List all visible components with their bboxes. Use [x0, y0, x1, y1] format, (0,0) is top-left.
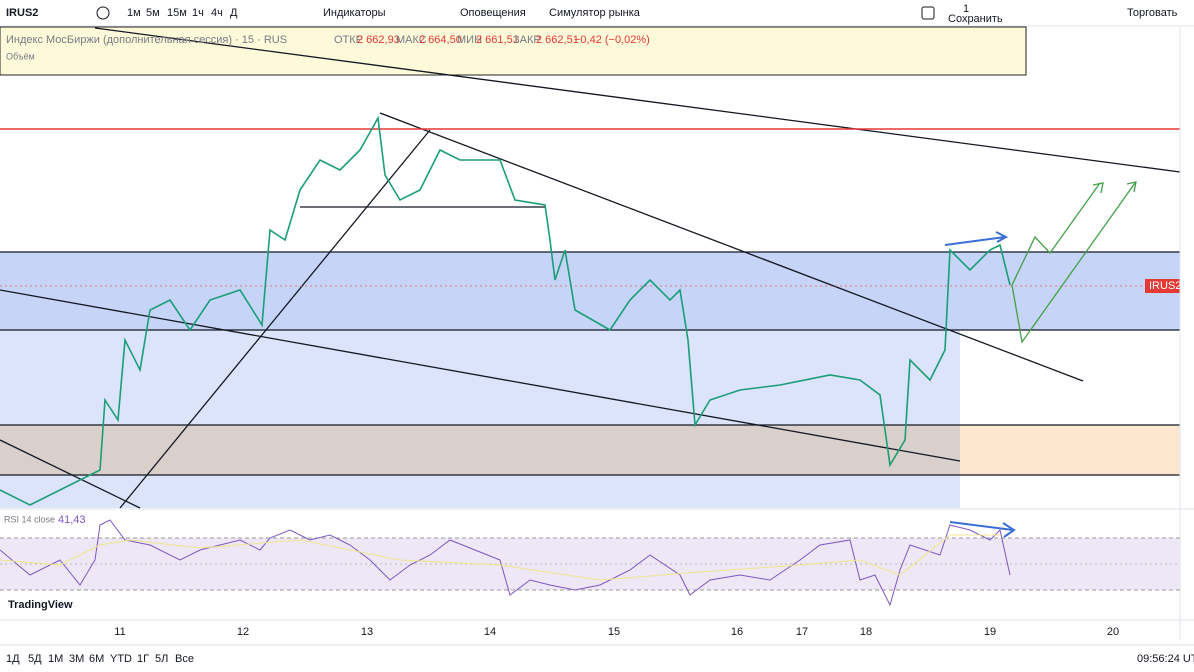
range-button[interactable]: 6М	[89, 653, 104, 665]
price-line	[0, 115, 1011, 506]
replay-button[interactable]: Симулятор рынка	[549, 7, 641, 19]
range-button[interactable]: 1Г	[137, 653, 149, 665]
symbol[interactable]: IRUS2	[6, 7, 38, 19]
toolbar	[0, 0, 1194, 26]
x-axis-label: 18	[860, 626, 872, 638]
legend-title: Индекс МосБиржи (дополнительная сессия) …	[6, 34, 287, 46]
x-axis-label: 11	[114, 626, 125, 638]
x-axis-label: 20	[1107, 626, 1119, 638]
alerts-button[interactable]: Оповещения	[460, 7, 526, 19]
trade-button[interactable]: Торговать	[1127, 7, 1178, 19]
zone	[0, 252, 1180, 330]
x-axis-label: 12	[237, 626, 249, 638]
indicators-button[interactable]: Индикаторы	[323, 7, 386, 19]
ohlc-open-label: ОТКР	[334, 34, 363, 46]
rsi-value: 41,43	[58, 514, 86, 526]
range-button[interactable]: Все	[175, 653, 194, 665]
x-axis-label: 16	[731, 626, 743, 638]
timeframe-button[interactable]: Д	[230, 7, 238, 19]
drawings	[0, 27, 1181, 509]
x-axis-label: 17	[796, 626, 808, 638]
timeframe-button[interactable]: 15м	[167, 7, 187, 19]
volume-label: Объём	[6, 51, 35, 61]
ohlc-change: −0,42 (−0,02%)	[574, 34, 650, 46]
rsi-line	[0, 519, 1011, 607]
x-axis-label: 14	[484, 626, 496, 638]
ohlc-high-label: МАКС	[396, 34, 427, 46]
logo: TradingView	[8, 599, 73, 611]
timeframe-button[interactable]: 1м	[127, 7, 141, 19]
clock: 09:56:24 UTC	[1137, 653, 1194, 665]
save-button[interactable]: Сохранить	[948, 13, 1003, 25]
timeframe-button[interactable]: 1ч	[192, 7, 204, 19]
x-axis-label: 19	[984, 626, 996, 638]
timeframe-button[interactable]: 4ч	[211, 7, 223, 19]
x-axis-label: 13	[361, 626, 373, 638]
ohlc-low-label: МИН	[457, 34, 482, 46]
range-button[interactable]: 5Л	[155, 653, 168, 665]
range-button[interactable]: 1Д	[6, 653, 20, 665]
zone	[960, 425, 1180, 475]
range-button[interactable]: 5Д	[28, 653, 42, 665]
timeframe-button[interactable]: 5м	[146, 7, 160, 19]
ohlc-close: 2 662,51	[536, 34, 579, 46]
ohlc-close-label: ЗАКР	[513, 34, 541, 46]
price-tag: IRUS2	[1149, 280, 1181, 292]
x-axis-label: 15	[608, 626, 620, 638]
ohlc-high: 2 664,50	[419, 34, 462, 46]
rsi-title: RSI 14 close	[4, 514, 55, 524]
zone	[0, 330, 960, 508]
ohlc-low: 2 661,51	[476, 34, 519, 46]
range-button[interactable]: 3М	[69, 653, 84, 665]
save-count: 1	[963, 3, 969, 15]
zone	[0, 425, 960, 475]
range-button[interactable]: YTD	[110, 653, 132, 665]
range-button[interactable]: 1М	[48, 653, 63, 665]
ohlc-open: 2 662,93	[357, 34, 400, 46]
legend-box	[0, 26, 1027, 76]
